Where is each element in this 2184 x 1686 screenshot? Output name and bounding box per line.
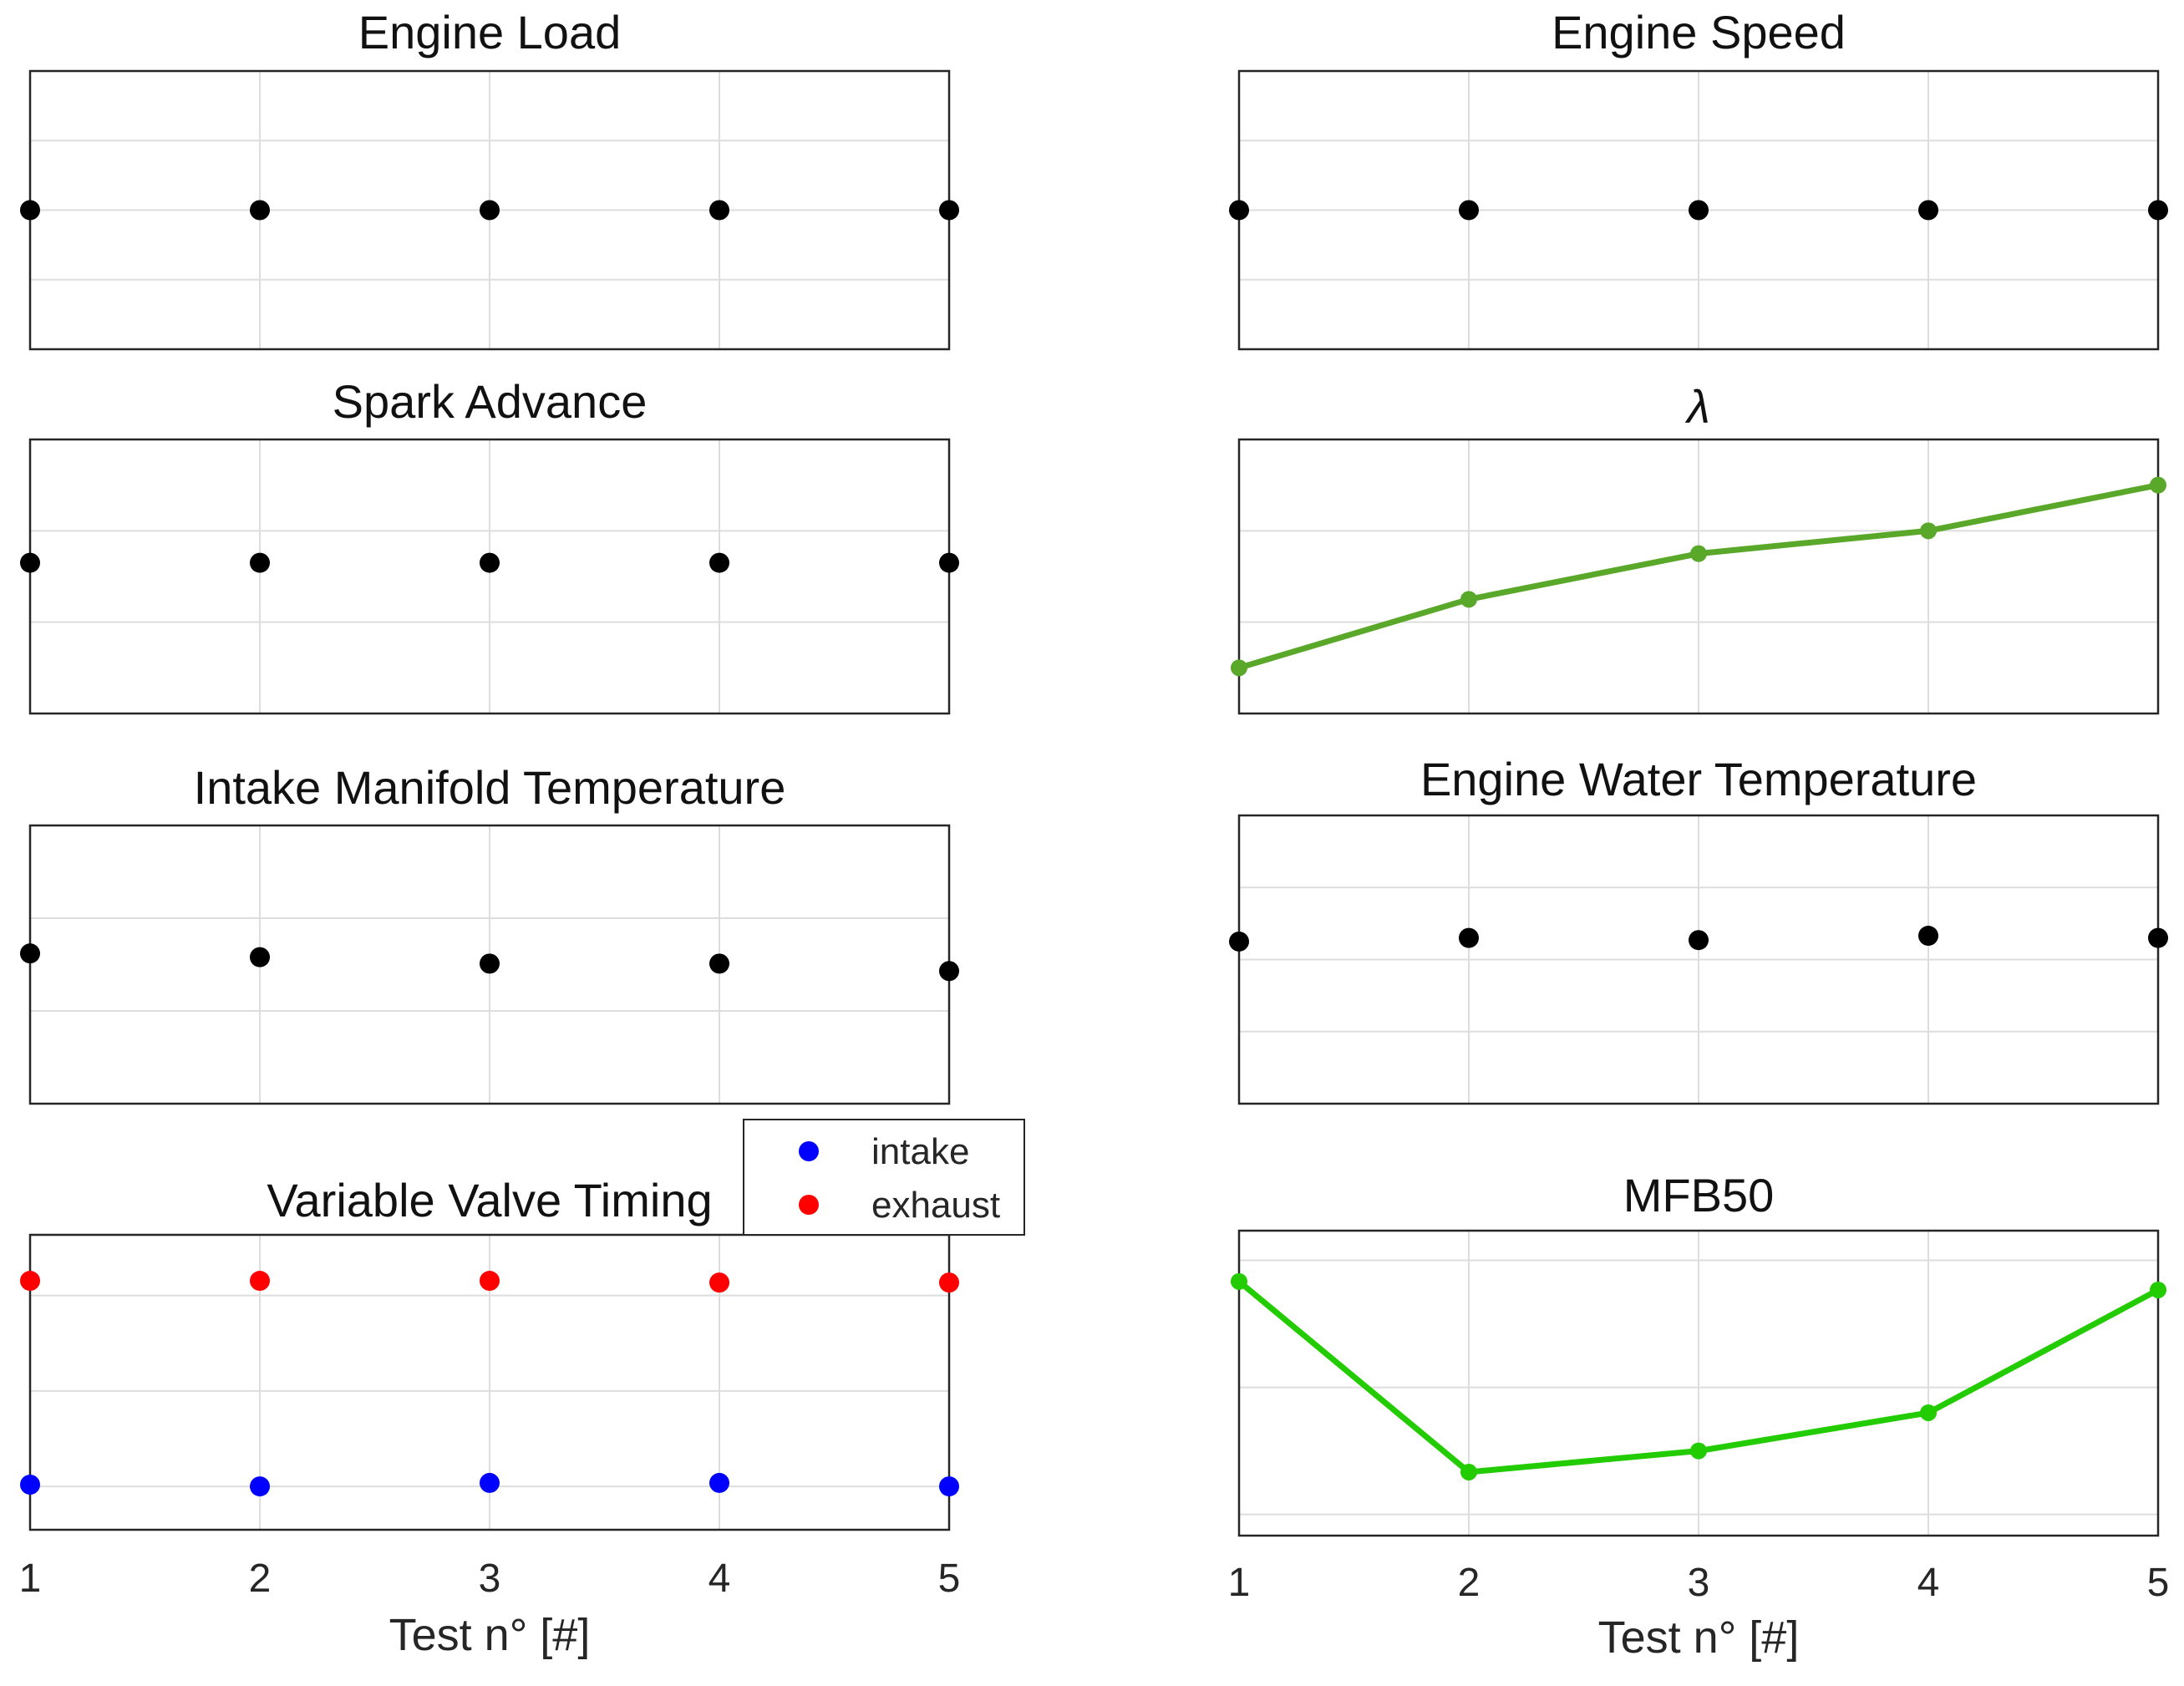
engine-speed-point-2 [1459,200,1479,221]
chart-engine-water-temperature: Engine Water Temperature [1229,753,2168,1105]
spark-advance-point-2 [250,552,270,573]
spark-advance-title: Spark Advance [333,375,648,428]
x-tick-label: 1 [1228,1561,1251,1605]
spark-advance-point-1 [20,552,40,573]
chart-intake-manifold-temperature: Intake Manifold Temperature [20,761,959,1105]
intake-manifold-temperature-title: Intake Manifold Temperature [194,761,786,814]
spark-advance-point-3 [480,552,500,573]
mfb50-point-3 [1690,1442,1707,1460]
lambda-point-1 [1231,659,1247,677]
x-tick-label: 5 [938,1557,961,1601]
engine-water-temperature-axes-box [1237,814,2160,1105]
variable-valve-timing-point-intake-2 [250,1476,270,1497]
variable-valve-timing-point-exhaust-5 [939,1272,959,1293]
engine-speed-point-4 [1918,200,1938,221]
intake-manifold-temperature-point-2 [250,947,270,967]
engine-water-temperature-title: Engine Water Temperature [1420,753,1977,805]
chart-mfb50: MFB50 1 2 3 4 5 Test n° [#] [1228,1169,2170,1663]
legend: intake exhaust [743,1119,1025,1236]
variable-valve-timing-title: Variable Valve Timing [267,1174,712,1226]
intake-manifold-temperature-point-5 [939,961,959,982]
x-tick-label: 3 [1688,1561,1710,1605]
x-axis-label: Test n° [#] [389,1610,591,1660]
engine-water-temperature-point-3 [1689,930,1709,951]
lambda-title: λ [1684,380,1710,433]
variable-valve-timing-point-exhaust-3 [480,1271,500,1292]
legend-box [743,1119,1025,1236]
legend-label-intake: intake [871,1131,969,1172]
x-axis-label: Test n° [#] [1598,1612,1800,1663]
chart-engine-speed: Engine Speed [1229,6,2168,351]
legend-marker-intake [799,1141,819,1161]
engine-speed-point-3 [1689,200,1709,221]
engine-load-title: Engine Load [358,6,622,58]
x-tick-label: 4 [1917,1561,1940,1605]
engine-load-point-4 [709,200,729,221]
variable-valve-timing-axes-box [28,1233,951,1531]
mfb50-title: MFB50 [1623,1169,1775,1221]
engine-speed-title: Engine Speed [1552,6,1846,58]
chart-lambda: λ [1231,380,2166,715]
engine-load-point-5 [939,200,959,221]
lambda-axes-box [1237,438,2160,715]
engine-water-temperature-point-4 [1918,926,1938,947]
legend-label-exhaust: exhaust [871,1185,1000,1226]
intake-manifold-temperature-point-1 [20,943,40,964]
x-tick-label: 5 [2147,1561,2170,1605]
x-tick-label: 2 [1458,1561,1481,1605]
engine-water-temperature-point-1 [1229,931,1249,952]
lambda-point-5 [2150,476,2166,494]
x-tick-label: 2 [249,1557,272,1601]
variable-valve-timing-point-intake-4 [709,1472,729,1493]
chart-variable-valve-timing: Variable Valve Timing 1 2 3 4 5 Test n° [#] int… [19,1119,1025,1660]
engine-load-point-3 [480,200,500,221]
chart-engine-load: Engine Load [20,6,959,351]
lambda-point-2 [1460,591,1477,608]
mfb50-point-4 [1920,1404,1937,1421]
mfb50-point-2 [1460,1463,1477,1480]
x-tick-label: 3 [479,1557,501,1601]
engine-water-temperature-point-5 [2148,927,2168,948]
mfb50-axes-box [1237,1229,2160,1537]
variable-valve-timing-point-intake-5 [939,1476,959,1497]
x-tick-label: 1 [19,1557,42,1601]
intake-manifold-temperature-point-4 [709,953,729,974]
mfb50-point-1 [1231,1272,1247,1290]
lambda-point-3 [1690,545,1707,562]
engine-speed-point-5 [2148,200,2168,221]
variable-valve-timing-point-intake-3 [480,1472,500,1493]
chart-spark-advance: Spark Advance [20,375,959,715]
spark-advance-point-4 [709,552,729,573]
variable-valve-timing-point-exhaust-1 [20,1271,40,1292]
engine-load-point-2 [250,200,270,221]
mfb50-point-5 [2150,1281,2166,1298]
engine-water-temperature-point-2 [1459,927,1479,948]
spark-advance-point-5 [939,552,959,573]
variable-valve-timing-point-intake-1 [20,1475,40,1496]
legend-marker-exhaust [799,1195,819,1215]
variable-valve-timing-point-exhaust-2 [250,1271,270,1292]
spark-advance-axes-box [28,438,951,715]
x-tick-label: 4 [709,1557,731,1601]
engine-load-point-1 [20,200,40,221]
variable-valve-timing-point-exhaust-4 [709,1272,729,1293]
engine-speed-point-1 [1229,200,1249,221]
intake-manifold-temperature-point-3 [480,953,500,974]
lambda-point-4 [1920,522,1937,540]
